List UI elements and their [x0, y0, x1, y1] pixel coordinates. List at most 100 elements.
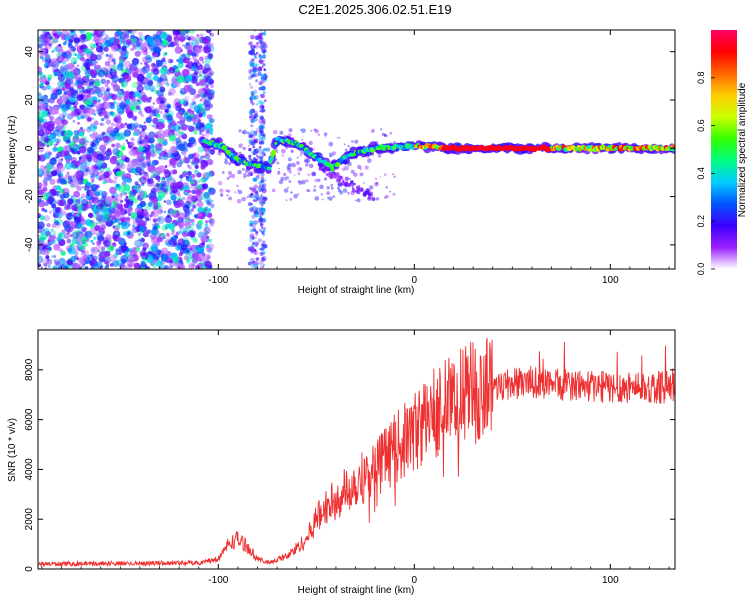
spectrogram-cell	[131, 81, 139, 89]
spectrogram-cell	[161, 123, 166, 129]
spectrogram-cell	[175, 138, 182, 145]
spectrogram-cell	[149, 195, 153, 199]
spectrogram-cell	[140, 50, 144, 54]
spectrogram-cell	[141, 146, 146, 151]
spectrogram-cell	[187, 244, 192, 249]
spectrogram-cell	[103, 115, 108, 119]
spectrogram-cell	[138, 90, 142, 93]
spectrogram-cell	[102, 96, 107, 101]
spectrogram-y-tick-label: 20	[24, 94, 35, 106]
spectrogram-cell	[70, 179, 73, 182]
spectrogram-cell	[169, 158, 177, 166]
spectrogram-cell	[84, 68, 93, 77]
spectrogram-cell	[113, 61, 117, 65]
spectrogram-cell	[82, 185, 85, 189]
spectrogram-cell	[208, 187, 216, 195]
spectrogram-cell	[261, 151, 266, 156]
spectrogram-cell	[112, 147, 120, 156]
spectrogram-cell	[95, 42, 100, 47]
spectrogram-cell	[197, 82, 201, 86]
spectrogram-cell	[272, 129, 278, 135]
spectrogram-cell	[113, 175, 119, 180]
spectrogram-cell	[249, 61, 255, 67]
spectrogram-cell	[38, 111, 41, 116]
spectrogram-cell	[115, 162, 120, 166]
spectrogram-cell	[326, 172, 332, 178]
spectrogram-cell	[79, 161, 87, 169]
spectrogram-cell	[176, 161, 183, 168]
spectrogram-y-tick-label: -40	[24, 237, 35, 252]
spectrogram-cell	[79, 37, 86, 44]
spectrogram-cell	[166, 114, 173, 121]
spectrogram-cell	[46, 85, 52, 90]
spectrogram-cell	[117, 237, 122, 242]
spectrogram-cell	[112, 84, 121, 92]
spectrogram-cell	[187, 108, 192, 113]
spectrogram-cell	[95, 60, 99, 64]
spectrogram-cell	[191, 102, 195, 106]
spectrogram-cell	[199, 98, 203, 102]
spectrogram-cell	[149, 112, 155, 118]
spectrogram-cell	[84, 62, 90, 68]
spectrogram-cell	[62, 41, 67, 46]
spectrogram-cell	[203, 226, 211, 235]
spectrogram-cell	[250, 34, 255, 40]
spectrogram-cell	[194, 245, 201, 253]
spectrogram-y-tick-label: 0	[24, 145, 35, 151]
spectrogram-cell	[150, 187, 157, 194]
spectrogram-cell	[166, 199, 172, 206]
spectrogram-cell	[122, 231, 128, 237]
spectrogram-cell	[156, 225, 161, 229]
spectrogram-cell	[324, 166, 328, 170]
spectrogram-cell	[90, 246, 99, 255]
spectrogram-cell	[192, 257, 199, 264]
spectrogram-cell	[337, 176, 342, 181]
spectrogram-cell	[48, 134, 53, 140]
spectrogram-cell	[80, 56, 85, 62]
spectrogram-cell	[100, 51, 104, 55]
spectrogram-cell	[191, 98, 195, 103]
spectrogram-cell	[106, 111, 110, 115]
spectrogram-cell	[174, 46, 183, 54]
spectrogram-cell	[288, 170, 292, 174]
spectrogram-cell	[52, 146, 58, 152]
spectrogram-cell	[163, 265, 169, 269]
spectrogram-cell	[95, 211, 100, 216]
spectrogram-cell	[260, 204, 264, 207]
spectrogram-cell	[47, 112, 50, 115]
spectrogram-cell	[90, 132, 98, 141]
spectrogram-cell	[169, 59, 174, 64]
spectrogram-cell	[171, 232, 175, 236]
spectrogram-cell	[308, 163, 314, 169]
spectrogram-cell	[102, 135, 110, 143]
spectrogram-cell	[38, 255, 44, 264]
spectrogram-cell	[259, 44, 264, 50]
spectrogram-cell	[195, 121, 203, 129]
spectrogram-cell	[143, 121, 146, 124]
spectrogram-cell	[255, 79, 258, 82]
spectrogram-cell	[287, 157, 292, 162]
spectrogram-cell	[72, 143, 78, 149]
spectrogram-cell	[199, 56, 204, 62]
spectrogram-cell	[284, 178, 287, 181]
spectrogram-cell	[182, 196, 186, 201]
spectrogram-cell	[95, 191, 101, 197]
spectrogram-cell	[126, 141, 130, 145]
spectrogram-cell	[54, 110, 59, 115]
spectrogram-cell	[157, 137, 164, 144]
spectrogram-cell	[70, 111, 77, 117]
spectrogram-cell	[57, 174, 62, 178]
spectrogram-cell	[135, 247, 141, 253]
spectrogram-cell	[192, 121, 197, 126]
spectrogram-cell	[277, 170, 280, 173]
spectrogram-cell	[148, 137, 155, 144]
spectrogram-cell	[172, 41, 177, 46]
spectrogram-cell	[77, 116, 81, 120]
spectrogram-cell	[68, 131, 72, 136]
spectrogram-cell	[166, 82, 170, 87]
spectrogram-cell	[151, 170, 158, 178]
spectrogram-cell	[148, 99, 151, 103]
spectrogram-cell	[332, 195, 336, 198]
spectrogram-cell	[64, 162, 73, 170]
spectrogram-cell	[142, 266, 146, 269]
